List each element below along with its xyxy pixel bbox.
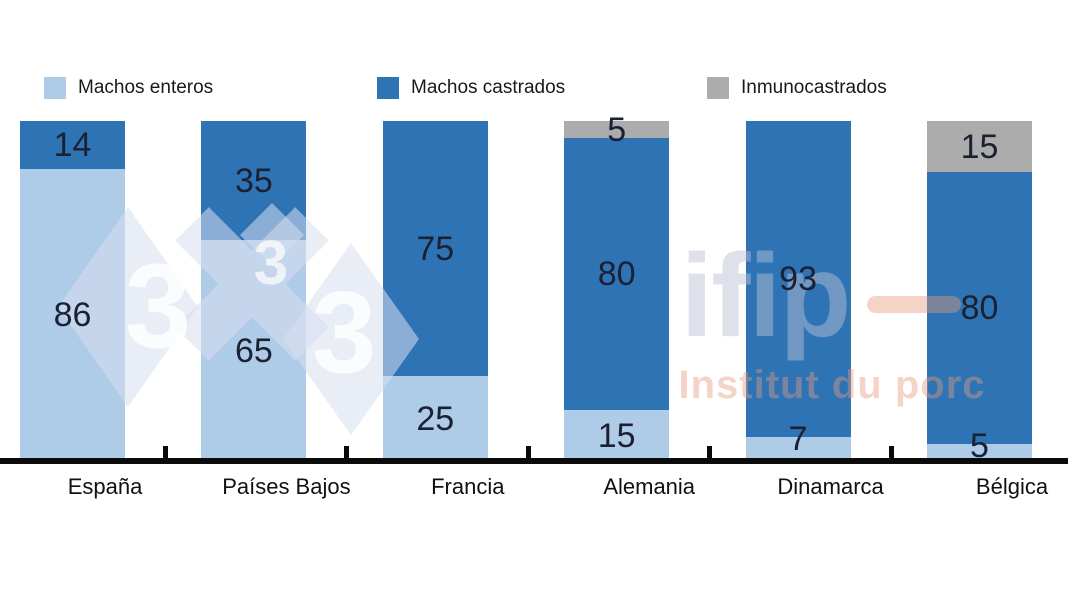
legend-label: Machos enteros <box>78 77 214 98</box>
axis-tick <box>888 446 894 460</box>
segment-Machos castrados: 80 <box>927 172 1032 444</box>
value-label: 35 <box>234 161 273 200</box>
segment-Machos castrados: 75 <box>382 121 488 376</box>
category-label-Francia: Francia <box>431 474 505 499</box>
legend-swatch-icon <box>377 77 399 99</box>
legend-item-1: Machos castrados <box>377 77 565 99</box>
legend-swatch-icon <box>707 77 729 99</box>
category-label-España: España <box>67 474 143 499</box>
value-label: 86 <box>53 295 92 334</box>
segment-Machos castrados: 80 <box>564 138 670 410</box>
3tres3-right-glyph: 3 <box>311 267 377 397</box>
category-label-Países Bajos: Países Bajos <box>222 474 351 499</box>
axis-tick <box>525 446 531 460</box>
axis-tick <box>163 446 168 460</box>
legend-swatch-icon <box>44 77 66 99</box>
legend-item-0: Machos enteros <box>44 77 213 99</box>
value-label: 15 <box>597 416 636 455</box>
value-label: 80 <box>597 255 636 293</box>
value-label: 75 <box>416 229 455 268</box>
category-label-Bélgica: Bélgica <box>975 474 1049 499</box>
segment-Machos enteros: 15 <box>564 410 670 461</box>
category-label-Alemania: Alemania <box>603 474 696 499</box>
value-label: 7 <box>788 420 808 459</box>
3tres3-left-glyph: 3 <box>124 239 192 373</box>
segment-Inmunocastrados: 15 <box>927 121 1032 172</box>
value-label: 65 <box>234 331 273 370</box>
axis-tick <box>707 446 713 460</box>
value-label: 25 <box>416 399 455 438</box>
value-label: 15 <box>960 127 999 166</box>
legend-label: Inmunocastrados <box>741 77 887 98</box>
category-label-Dinamarca: Dinamarca <box>777 474 884 499</box>
segment-Machos castrados: 93 <box>745 121 851 438</box>
legend-item-2: Inmunocastrados <box>707 77 887 99</box>
value-label: 14 <box>53 125 92 164</box>
value-label: 5 <box>970 427 989 465</box>
segment-Machos enteros: 7 <box>745 422 851 461</box>
segment-Machos enteros: 5 <box>927 429 1032 463</box>
segment-Machos enteros: 25 <box>382 376 488 461</box>
value-label: 80 <box>960 289 999 327</box>
value-label: 5 <box>607 110 627 149</box>
segment-Inmunocastrados: 5 <box>564 113 670 147</box>
value-label: 93 <box>779 260 818 299</box>
segment-Machos enteros: 86 <box>20 168 125 461</box>
x-axis-line <box>0 458 1068 464</box>
axis-tick <box>344 446 350 460</box>
segment-Machos castrados: 35 <box>201 121 307 240</box>
segment-Machos enteros: 65 <box>201 240 307 461</box>
legend-label: Machos castrados <box>411 77 566 98</box>
segment-Machos castrados: 14 <box>20 121 125 169</box>
